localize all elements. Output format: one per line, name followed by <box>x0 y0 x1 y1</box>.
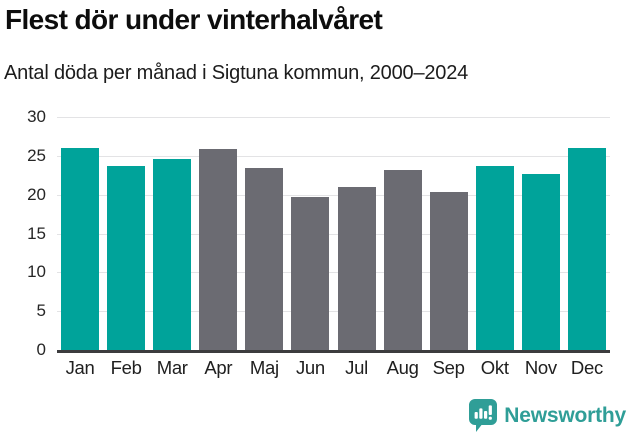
chart-title: Flest dör under vinterhalvåret <box>5 4 383 35</box>
y-tick-label-20: 20 <box>27 184 46 204</box>
bar-slot-okt <box>472 117 518 350</box>
bar-okt <box>475 165 514 350</box>
x-tick-label-sep: Sep <box>432 357 465 378</box>
chart-subtitle: Antal döda per månad i Sigtuna kommun, 2… <box>4 62 469 84</box>
bar-slot-apr <box>195 117 241 350</box>
bar-jul <box>337 186 376 350</box>
bar-maj <box>245 168 284 350</box>
bar-sep <box>429 192 468 350</box>
bar-slot-jun <box>287 117 333 350</box>
plot-area <box>57 117 610 353</box>
gridline-y30 <box>57 117 610 118</box>
bar-feb <box>107 165 146 350</box>
gridline-y5 <box>57 311 610 313</box>
bar-aug <box>383 169 422 350</box>
bar-slot-sep <box>426 117 472 350</box>
bar-slot-feb <box>103 117 149 350</box>
y-tick-label-15: 15 <box>27 223 46 243</box>
y-tick-label-25: 25 <box>27 145 46 165</box>
bar-slot-nov <box>518 117 564 350</box>
x-tick-label-feb: Feb <box>110 357 142 378</box>
x-tick-label-maj: Maj <box>249 357 279 378</box>
bar-apr <box>199 148 238 350</box>
y-tick-label-5: 5 <box>36 301 46 321</box>
x-tick-label-mar: Mar <box>156 357 188 378</box>
x-tick-label-apr: Apr <box>204 357 233 378</box>
bar-slot-mar <box>149 117 195 350</box>
bar-slot-aug <box>380 117 426 350</box>
x-tick-label-jul: Jul <box>345 357 368 378</box>
x-tick-label-dec: Dec <box>570 357 603 378</box>
y-tick-label-10: 10 <box>27 262 46 282</box>
bar-jan <box>61 148 100 350</box>
x-tick-label-jun: Jun <box>295 357 325 378</box>
bar-slot-maj <box>241 117 287 350</box>
gridline-y10 <box>57 272 610 274</box>
gridline-y25 <box>57 155 610 157</box>
bar-dec <box>567 148 606 350</box>
bar-mar <box>153 158 192 350</box>
gridline-y20 <box>57 194 610 196</box>
y-tick-label-0: 0 <box>36 340 46 359</box>
gridline-y15 <box>57 233 610 235</box>
bar-nov <box>521 173 560 350</box>
bar-slot-jan <box>57 117 103 350</box>
x-axis: Jan Feb Mar Apr Maj Jun Jul Aug Sep Okt Nov Dec <box>57 357 610 379</box>
x-tick-label-nov: Nov <box>524 357 557 378</box>
y-tick-label-30: 30 <box>27 107 46 126</box>
bar-jun <box>291 197 330 350</box>
x-tick-label-okt: Okt <box>480 357 509 378</box>
bar-slot-dec <box>564 117 610 350</box>
x-tick-label-aug: Aug <box>386 357 419 378</box>
brand-name: Newsworthy <box>504 404 626 427</box>
bar-slot-jul <box>333 117 379 350</box>
newsworthy-logo-icon <box>469 399 498 432</box>
brand-footer: Newsworthy <box>469 399 626 433</box>
x-tick-label-jan: Jan <box>65 357 95 378</box>
